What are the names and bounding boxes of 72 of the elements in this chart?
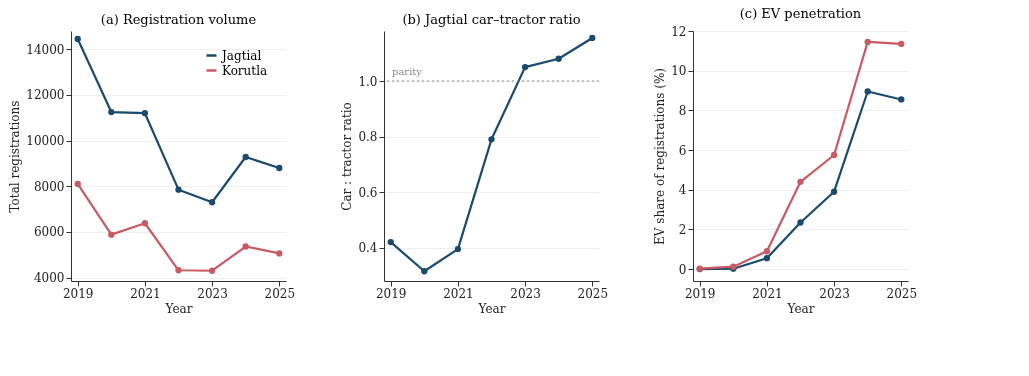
point xyxy=(276,164,283,172)
x-tick-label: 2025 xyxy=(577,286,609,301)
point xyxy=(108,231,115,238)
point xyxy=(763,248,771,255)
point xyxy=(797,178,804,185)
y-tick-label: 0.8 xyxy=(358,130,378,145)
point xyxy=(141,220,149,227)
point xyxy=(454,245,462,253)
chart-title: (b) Jagtial car–tractor ratio xyxy=(402,12,581,27)
point xyxy=(830,188,838,195)
x-axis-title: Year xyxy=(164,301,193,316)
y-tick-label: 8000 xyxy=(33,179,65,194)
point xyxy=(74,180,81,188)
legend-label: Jagtial xyxy=(220,48,262,63)
point xyxy=(208,199,216,206)
point xyxy=(175,267,182,274)
x-axis-title: Year xyxy=(477,301,506,316)
y-tick-label: 12 xyxy=(671,24,687,39)
point xyxy=(242,153,249,161)
y-tick-label: 4 xyxy=(678,183,687,198)
y-tick-label: 0.6 xyxy=(358,185,378,200)
y-tick-label: 12000 xyxy=(26,88,65,103)
x-tick-label: 2025 xyxy=(264,286,296,301)
point xyxy=(763,255,771,262)
point xyxy=(898,96,905,103)
point xyxy=(589,34,596,42)
y-tick-label: 6000 xyxy=(33,225,65,240)
chart-title: (c) EV penetration xyxy=(739,6,862,21)
y-tick-label: 4000 xyxy=(33,271,65,286)
y-tick-label: 6 xyxy=(678,143,687,158)
y-tick-label: 0 xyxy=(678,262,687,277)
point xyxy=(276,250,283,257)
y-tick-label: 10000 xyxy=(26,134,65,149)
point xyxy=(864,88,871,95)
y-tick-label: 10 xyxy=(671,64,687,79)
y-tick-label: 0.4 xyxy=(358,241,378,256)
ref-line-label: parity xyxy=(392,66,423,77)
point xyxy=(421,268,428,275)
point xyxy=(387,238,394,246)
x-tick-label: 2025 xyxy=(886,286,918,301)
x-tick-label: 2021 xyxy=(752,286,783,301)
y-axis-title: Total registrations xyxy=(8,100,23,213)
y-axis-title: Car : tractor ratio xyxy=(340,102,355,211)
point xyxy=(242,243,249,250)
point xyxy=(797,219,804,226)
x-tick-label: 2021 xyxy=(443,286,474,301)
point xyxy=(175,186,182,193)
point xyxy=(208,267,216,274)
point xyxy=(141,110,149,117)
y-tick-label: 8 xyxy=(678,103,687,118)
x-tick-label: 2023 xyxy=(197,286,228,301)
point xyxy=(108,108,115,116)
point xyxy=(74,35,81,43)
point xyxy=(830,151,838,159)
x-tick-label: 2019 xyxy=(62,286,94,301)
x-tick-label: 2021 xyxy=(130,286,161,301)
y-axis-title: EV share of registrations (%) xyxy=(653,68,668,245)
x-tick-label: 2019 xyxy=(375,286,407,301)
point xyxy=(555,55,562,62)
point xyxy=(898,40,905,48)
x-tick-label: 2019 xyxy=(684,286,716,301)
y-tick-label: 1.0 xyxy=(358,74,378,89)
point xyxy=(488,136,495,143)
point xyxy=(864,38,871,46)
x-tick-label: 2023 xyxy=(819,286,850,301)
point xyxy=(521,63,529,71)
x-axis-title: Year xyxy=(786,301,815,316)
chart-title: (a) Registration volume xyxy=(100,12,257,27)
x-tick-label: 2023 xyxy=(510,286,541,301)
y-tick-label: 14000 xyxy=(26,42,65,57)
y-tick-label: 2 xyxy=(678,222,687,237)
legend-label: Korutla xyxy=(222,63,268,78)
